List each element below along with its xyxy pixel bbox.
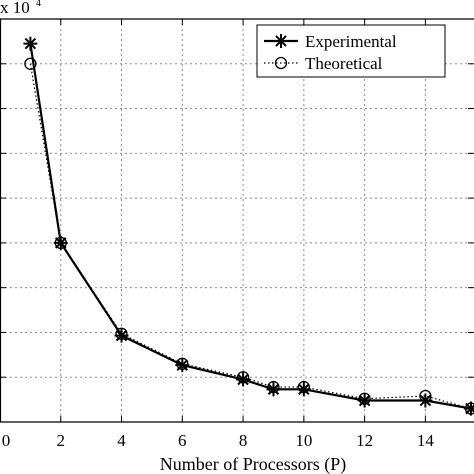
axis-scale-note: x 10 4 xyxy=(0,0,41,17)
x-tick-label: 8 xyxy=(239,431,248,450)
series-theoretical xyxy=(24,57,474,415)
data-point xyxy=(54,236,67,250)
legend-marker xyxy=(274,34,288,48)
legend-label: Experimental xyxy=(305,32,397,51)
x-tick-label: 10 xyxy=(295,431,312,450)
data-point xyxy=(24,57,37,70)
x-tick-label: 4 xyxy=(117,431,126,450)
series-experimental xyxy=(23,36,474,416)
series-line xyxy=(29,43,472,410)
data-point xyxy=(236,371,250,384)
legend-label: Theoretical xyxy=(305,54,383,73)
legend-item-theoretical: Theoretical xyxy=(264,54,383,73)
series-layer xyxy=(23,36,474,416)
x-tick-label: 14 xyxy=(417,431,435,450)
x-tick-label: 0 xyxy=(2,431,11,450)
x-tick-label: 6 xyxy=(178,431,187,450)
data-point xyxy=(358,392,371,405)
x-tick-labels: 0 2 4 6 8 10 12 14 xyxy=(2,431,435,450)
data-point xyxy=(53,235,68,250)
grid xyxy=(0,19,474,422)
legend-marker xyxy=(274,56,288,70)
data-point xyxy=(176,357,189,370)
axis-scale-text: x 10 xyxy=(0,0,30,17)
data-point xyxy=(267,380,280,394)
x-tick-label: 12 xyxy=(356,431,373,450)
legend-item-experimental: Experimental xyxy=(264,32,397,51)
data-point xyxy=(419,389,432,403)
axes xyxy=(0,18,474,423)
data-point xyxy=(297,380,310,394)
data-point xyxy=(23,36,38,51)
series-line xyxy=(29,63,472,410)
data-point xyxy=(464,402,474,415)
data-point xyxy=(115,327,128,340)
x-tick-label: 2 xyxy=(57,431,66,450)
axis-scale-exponent: 4 xyxy=(36,0,41,9)
legend-box xyxy=(256,24,446,78)
data-point xyxy=(418,393,433,408)
x-axis-label: Number of Processors (P) xyxy=(160,454,346,474)
legend: Experimental Theoretical xyxy=(256,24,446,78)
